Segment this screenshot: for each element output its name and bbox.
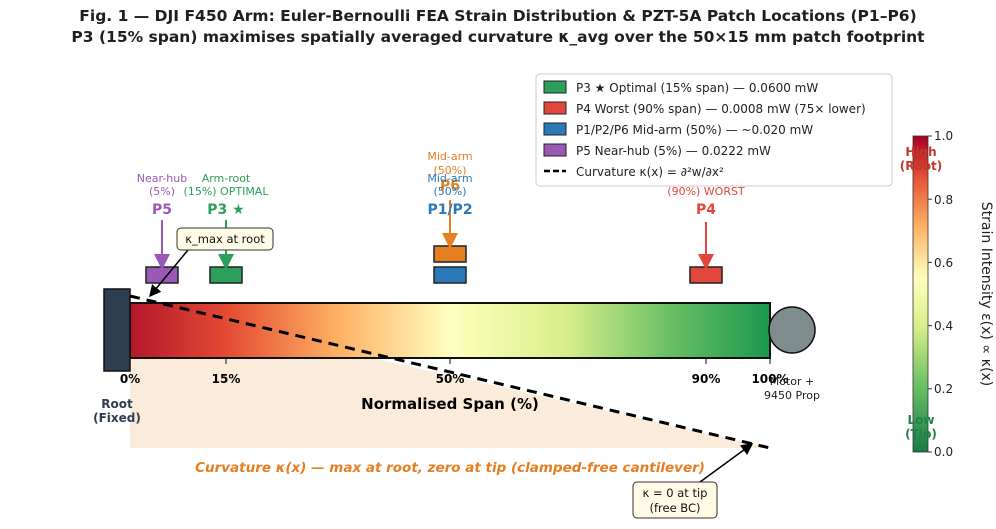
legend-swatch-p3: [543, 80, 567, 94]
figure-title: Fig. 1 — DJI F450 Arm: Euler-Bernoulli F…: [0, 6, 996, 48]
curvature-line: [129, 294, 771, 450]
arm-beam: [129, 302, 771, 359]
colorbar-bar: [912, 135, 929, 453]
cbar-label-0: 0.0: [934, 445, 953, 459]
p3-name: P3 ★: [207, 202, 244, 218]
motor-label-1: Motor +: [770, 375, 815, 388]
p6-name: P6: [440, 178, 460, 194]
cbar-high-1: High: [905, 145, 936, 159]
legend-swatch-p5: [543, 143, 567, 157]
tick-label-100: 100%: [751, 372, 788, 386]
p3-sublabel-2: (15%) OPTIMAL: [184, 185, 270, 198]
p6-sublabel-2: (50%): [433, 164, 466, 177]
span-ticks: 0% 15% 50% 90% 100%: [120, 358, 789, 386]
kmax-label: κ_max at root: [185, 232, 265, 246]
p1p2-name: P1/P2: [427, 202, 472, 218]
cbar-low-2: (Tip): [905, 427, 937, 441]
cbar-label-3: 0.6: [934, 256, 953, 270]
legend: P3 ★ Optimal (15% span) — 0.0600 mW P4 W…: [535, 73, 893, 187]
p6-sublabel-1: Mid-arm: [427, 150, 472, 163]
p5-name: P5: [152, 202, 172, 218]
tick-label-0: 0%: [120, 372, 140, 386]
patch-p4: [689, 266, 723, 284]
legend-swatch-mid: [543, 122, 567, 136]
tick-label-15: 15%: [212, 372, 241, 386]
patch-p3: [209, 266, 243, 284]
kmax-box: [176, 227, 274, 251]
p1p2-sublabel-2: (50%): [433, 185, 466, 198]
legend-swatch-p4: [543, 101, 567, 115]
cbar-label-4: 0.8: [934, 193, 953, 207]
motor-circle: [768, 306, 816, 354]
kmax-pointer: [149, 249, 189, 298]
title-line-1: Fig. 1 — DJI F450 Arm: Euler-Bernoulli F…: [79, 7, 917, 25]
p5-sublabel-1: Near-hub: [137, 172, 187, 185]
root-label-1: Root: [101, 397, 133, 411]
legend-entry-p3: P3 ★ Optimal (15% span) — 0.0600 mW: [576, 81, 818, 95]
k0-label-1: κ = 0 at tip: [643, 486, 708, 500]
p4-sublabel: (90%) WORST: [667, 185, 745, 198]
title-line-2: P3 (15% span) maximises spatially averag…: [71, 28, 925, 46]
cbar-label-2: 0.4: [934, 319, 953, 333]
legend-entry-curvature: Curvature κ(x) = ∂²w/∂x²: [576, 165, 724, 179]
p1p2-sublabel-1: Mid-arm: [427, 172, 472, 185]
p4-name: P4: [696, 202, 716, 218]
k0-label-2: (free BC): [649, 501, 700, 515]
colorbar: 0.0 0.2 0.4 0.6 0.8 1.0 High (Root) Low …: [900, 129, 994, 459]
cbar-low-1: Low: [908, 413, 935, 427]
tick-label-90: 90%: [692, 372, 721, 386]
tick-label-50: 50%: [436, 372, 465, 386]
cbar-label-1: 0.2: [934, 382, 953, 396]
legend-frame: [535, 73, 893, 187]
patch-p1p2: [433, 266, 467, 284]
k0-pointer: [699, 443, 754, 483]
curvature-caption: Curvature κ(x) — max at root, zero at ti…: [195, 460, 705, 476]
k0-box: [632, 481, 718, 519]
motor-label-2: 9450 Prop: [764, 389, 820, 402]
x-axis-label: Normalised Span (%): [361, 395, 539, 413]
legend-entry-p5: P5 Near-hub (5%) — 0.0222 mW: [576, 144, 771, 158]
p3-sublabel-1: Arm-root: [202, 172, 251, 185]
root-clamp: [103, 288, 131, 372]
root-label-2: (Fixed): [93, 411, 141, 425]
cbar-label-5: 1.0: [934, 129, 953, 143]
legend-entry-mid: P1/P2/P6 Mid-arm (50%) — ~0.020 mW: [576, 123, 813, 137]
p5-sublabel-2: (5%): [149, 185, 175, 198]
colorbar-title: Strain Intensity ε(x) ∝ κ(x): [978, 202, 994, 386]
cbar-high-2: (Root): [900, 159, 942, 173]
patch-p6: [433, 245, 467, 263]
legend-entry-p4: P4 Worst (90% span) — 0.0008 mW (75× low…: [576, 102, 866, 116]
